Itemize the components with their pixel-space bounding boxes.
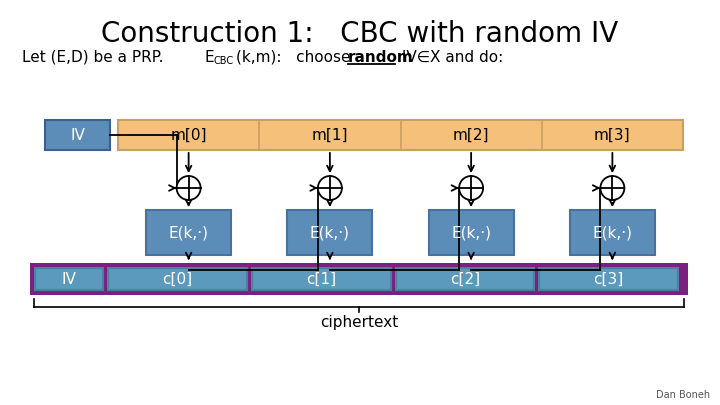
FancyBboxPatch shape <box>108 268 247 290</box>
Text: m[0]: m[0] <box>171 128 207 143</box>
FancyBboxPatch shape <box>30 263 688 295</box>
Text: m[1]: m[1] <box>312 128 348 143</box>
Text: E(k,·): E(k,·) <box>593 225 632 240</box>
Circle shape <box>600 176 624 200</box>
Text: c[0]: c[0] <box>162 271 192 286</box>
Text: m[3]: m[3] <box>594 128 631 143</box>
Text: random: random <box>348 49 414 64</box>
Text: Construction 1:   CBC with random IV: Construction 1: CBC with random IV <box>102 20 618 48</box>
FancyBboxPatch shape <box>287 210 372 255</box>
FancyBboxPatch shape <box>118 120 683 150</box>
FancyBboxPatch shape <box>146 210 231 255</box>
Text: IV∈X and do:: IV∈X and do: <box>397 49 503 64</box>
Text: ciphertext: ciphertext <box>320 315 398 330</box>
FancyBboxPatch shape <box>252 268 390 290</box>
Text: E: E <box>205 49 215 64</box>
Text: Let (E,D) be a PRP.: Let (E,D) be a PRP. <box>22 49 163 64</box>
Text: E(k,·): E(k,·) <box>310 225 350 240</box>
Circle shape <box>459 176 483 200</box>
Text: c[3]: c[3] <box>593 271 624 286</box>
FancyBboxPatch shape <box>428 210 513 255</box>
Circle shape <box>318 176 342 200</box>
Text: IV: IV <box>62 271 76 286</box>
Text: c[2]: c[2] <box>450 271 480 286</box>
Text: Dan Boneh: Dan Boneh <box>656 390 710 400</box>
Text: E(k,·): E(k,·) <box>168 225 209 240</box>
FancyBboxPatch shape <box>395 268 534 290</box>
FancyBboxPatch shape <box>570 210 655 255</box>
Text: E(k,·): E(k,·) <box>451 225 491 240</box>
Text: c[1]: c[1] <box>306 271 336 286</box>
Circle shape <box>176 176 201 200</box>
FancyBboxPatch shape <box>539 268 678 290</box>
FancyBboxPatch shape <box>35 268 103 290</box>
Text: (k,m):   choose: (k,m): choose <box>236 49 356 64</box>
Text: CBC: CBC <box>214 56 234 66</box>
FancyBboxPatch shape <box>45 120 110 150</box>
Text: m[2]: m[2] <box>453 128 490 143</box>
Text: IV: IV <box>70 128 85 143</box>
